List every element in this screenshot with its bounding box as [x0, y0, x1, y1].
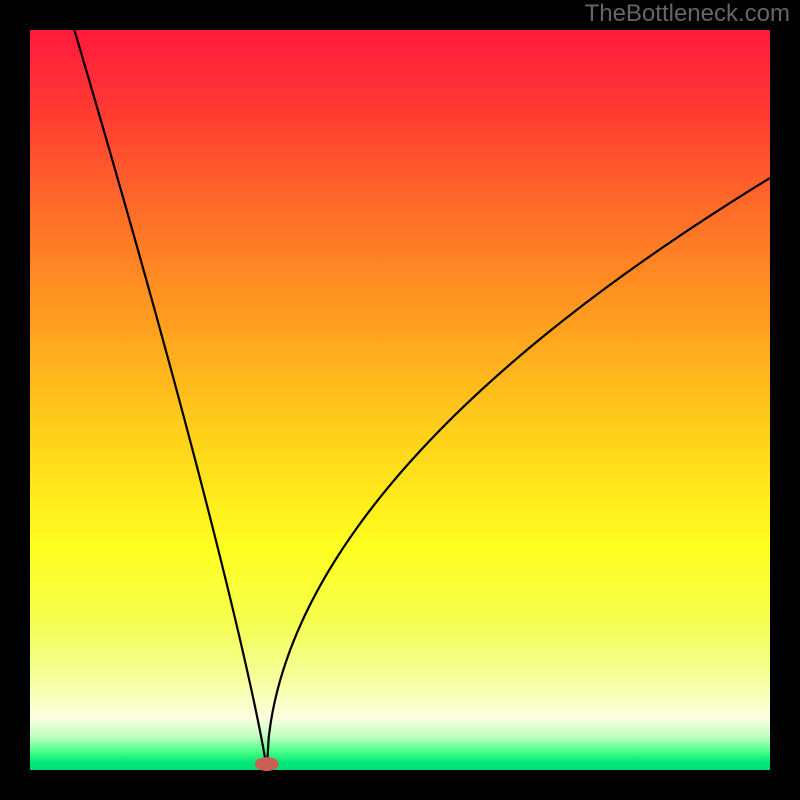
chart-container: TheBottleneck.com	[0, 0, 800, 800]
bottleneck-chart	[0, 0, 800, 800]
watermark-text: TheBottleneck.com	[585, 0, 790, 28]
